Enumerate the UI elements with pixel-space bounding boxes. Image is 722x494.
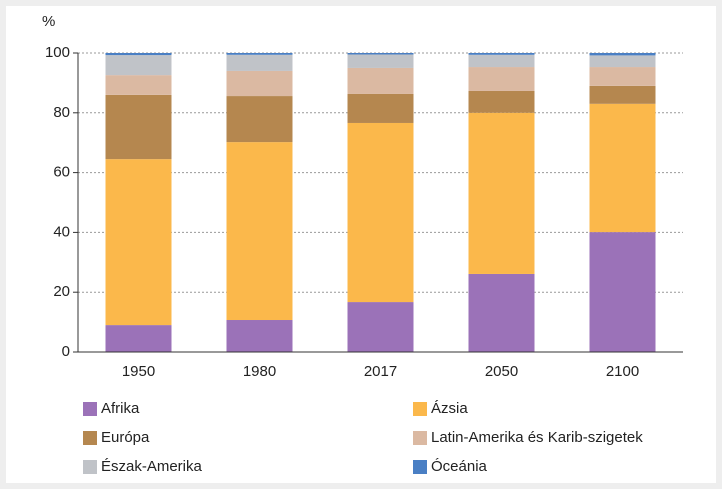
bar-segment	[589, 232, 656, 352]
bar-segment	[468, 273, 535, 352]
x-tick-label: 1980	[243, 363, 276, 380]
bar-segment	[105, 159, 172, 326]
bar-segment	[468, 54, 535, 68]
x-tick-label: 2050	[485, 363, 518, 380]
bar-segment	[589, 55, 656, 68]
bar-segment	[347, 122, 414, 303]
x-tick-label: 2100	[606, 363, 639, 380]
bar-segment	[347, 302, 414, 352]
bar-segment	[468, 90, 535, 113]
bar-segment	[468, 67, 535, 91]
legend-label: Afrika	[101, 400, 140, 417]
y-tick-label: 0	[62, 343, 70, 360]
legend-label: Latin-Amerika és Karib-szigetek	[431, 429, 643, 446]
bar-segment	[105, 53, 172, 56]
bar-segment	[105, 75, 172, 95]
legend-label: Észak-Amerika	[101, 458, 203, 475]
bar-segment	[347, 93, 414, 123]
bar-segment	[589, 53, 656, 56]
bar-segment	[589, 103, 656, 233]
bar-segment	[468, 53, 535, 55]
bar-segment	[105, 94, 172, 160]
bar-segment	[226, 320, 293, 352]
bar-segment	[226, 53, 293, 55]
y-tick-label: 40	[53, 223, 70, 240]
bar-segment	[226, 70, 293, 97]
x-tick-label: 1950	[122, 363, 155, 380]
legend-swatch	[83, 460, 97, 474]
bar-segment	[589, 67, 656, 86]
bar-segment	[226, 142, 293, 321]
bar-segment	[105, 325, 172, 352]
bar-segment	[589, 85, 656, 104]
bar-segment	[468, 112, 535, 274]
bar-segment	[226, 54, 293, 71]
bar-segment	[347, 67, 414, 94]
y-axis-label: %	[42, 13, 55, 30]
bar-segment	[347, 53, 414, 55]
bar-segment	[226, 96, 293, 143]
bar-segment	[105, 55, 172, 76]
x-tick-label: 2017	[364, 363, 397, 380]
legend-swatch	[413, 431, 427, 445]
legend-label: Európa	[101, 429, 150, 446]
y-tick-label: 100	[45, 44, 70, 61]
legend-swatch	[83, 431, 97, 445]
legend-swatch	[413, 402, 427, 416]
y-tick-label: 80	[53, 104, 70, 121]
y-tick-label: 20	[53, 283, 70, 300]
y-tick-label: 60	[53, 164, 70, 181]
legend-swatch	[413, 460, 427, 474]
bar-segment	[347, 54, 414, 68]
legend-swatch	[83, 402, 97, 416]
legend-label: Óceánia	[431, 458, 488, 475]
legend-label: Ázsia	[431, 400, 468, 417]
